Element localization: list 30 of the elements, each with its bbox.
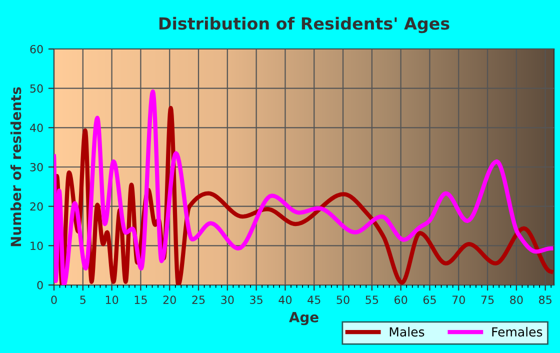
y-tick-label: 60	[30, 44, 43, 54]
x-tick-label: 50	[336, 296, 350, 304]
x-tick-label: 65	[423, 296, 436, 304]
x-tick-label: 75	[481, 296, 494, 304]
y-axis-title: Number of residents	[10, 87, 22, 246]
x-tick-label: 25	[192, 296, 205, 304]
x-tick-label: 20	[163, 296, 176, 304]
x-tick-label: 10	[106, 296, 118, 304]
chart-title: Distribution of Residents' Ages	[159, 16, 450, 34]
x-tick-label: 35	[250, 296, 262, 304]
legend-label: Females	[492, 326, 542, 337]
x-tick-label: 60	[394, 296, 408, 304]
x-tick-label: 55	[366, 296, 378, 304]
y-tick-label: 10	[30, 242, 43, 250]
x-axis-title: Age	[289, 312, 318, 326]
y-tick-label: 0	[37, 280, 43, 290]
x-tick-label: 45	[308, 296, 320, 304]
x-tick-label: 30	[221, 296, 234, 304]
y-tick-label: 20	[30, 202, 43, 211]
x-tick-label: 0	[51, 296, 57, 304]
x-tick-label: 80	[510, 296, 523, 304]
x-tick-label: 85	[539, 296, 552, 304]
y-tick-label: 50	[30, 84, 43, 93]
y-tick-label: 40	[30, 124, 43, 132]
legend-label: Males	[390, 326, 424, 337]
x-tick-label: 15	[134, 296, 147, 304]
x-tick-label: 40	[278, 296, 292, 304]
x-tick-label: 70	[452, 296, 465, 304]
x-tick-label: 5	[80, 296, 86, 304]
y-tick-label: 30	[30, 162, 43, 172]
